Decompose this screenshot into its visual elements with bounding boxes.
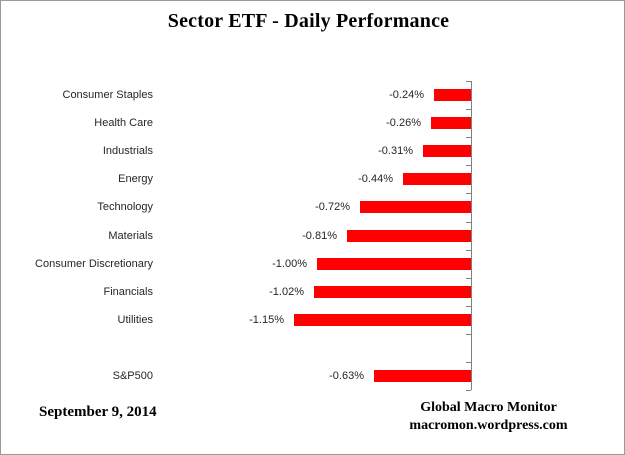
axis-tick bbox=[466, 81, 471, 82]
axis-tick bbox=[466, 193, 471, 194]
category-label: Energy bbox=[118, 173, 153, 185]
bar bbox=[374, 370, 471, 382]
axis-tick bbox=[466, 109, 471, 110]
category-label: Consumer Discretionary bbox=[35, 258, 153, 270]
axis-tick bbox=[466, 250, 471, 251]
category-label: Materials bbox=[108, 230, 153, 242]
bar bbox=[317, 258, 471, 270]
value-axis-line bbox=[471, 81, 472, 390]
axis-tick bbox=[466, 278, 471, 279]
value-label: -0.63% bbox=[329, 370, 364, 382]
value-label: -0.26% bbox=[386, 117, 421, 129]
axis-tick bbox=[466, 362, 471, 363]
axis-tick bbox=[466, 306, 471, 307]
category-label: Industrials bbox=[102, 145, 153, 157]
category-label: Technology bbox=[97, 201, 153, 213]
value-label: -1.15% bbox=[249, 314, 284, 326]
value-label: -0.31% bbox=[378, 145, 413, 157]
category-label: S&P500 bbox=[112, 370, 153, 382]
footer-source: Global Macro Monitor macromon.wordpress.… bbox=[376, 399, 601, 435]
axis-tick bbox=[466, 165, 471, 166]
category-label: Utilities bbox=[117, 314, 153, 326]
value-label: -0.81% bbox=[302, 230, 337, 242]
value-label: -0.72% bbox=[315, 201, 350, 213]
value-label: -1.02% bbox=[269, 286, 304, 298]
chart-title: Sector ETF - Daily Performance bbox=[167, 10, 450, 32]
bar bbox=[403, 173, 471, 185]
axis-tick bbox=[466, 222, 471, 223]
bar bbox=[431, 117, 471, 129]
category-label: Financials bbox=[103, 286, 153, 298]
bar bbox=[360, 201, 471, 213]
footer-date: September 9, 2014 bbox=[39, 404, 157, 420]
bar bbox=[347, 230, 471, 242]
bar bbox=[314, 286, 471, 298]
value-label: -0.44% bbox=[358, 173, 393, 185]
value-label: -1.00% bbox=[272, 258, 307, 270]
value-label: -0.24% bbox=[389, 89, 424, 101]
source-name: Global Macro Monitor bbox=[420, 400, 557, 415]
bar bbox=[294, 314, 471, 326]
category-label: Health Care bbox=[94, 117, 153, 129]
axis-tick bbox=[466, 334, 471, 335]
bar bbox=[434, 89, 471, 101]
axis-tick bbox=[466, 137, 471, 138]
category-label: Consumer Staples bbox=[62, 89, 154, 101]
source-url: macromon.wordpress.com bbox=[409, 418, 568, 433]
bar bbox=[423, 145, 471, 157]
axis-tick bbox=[466, 390, 471, 391]
